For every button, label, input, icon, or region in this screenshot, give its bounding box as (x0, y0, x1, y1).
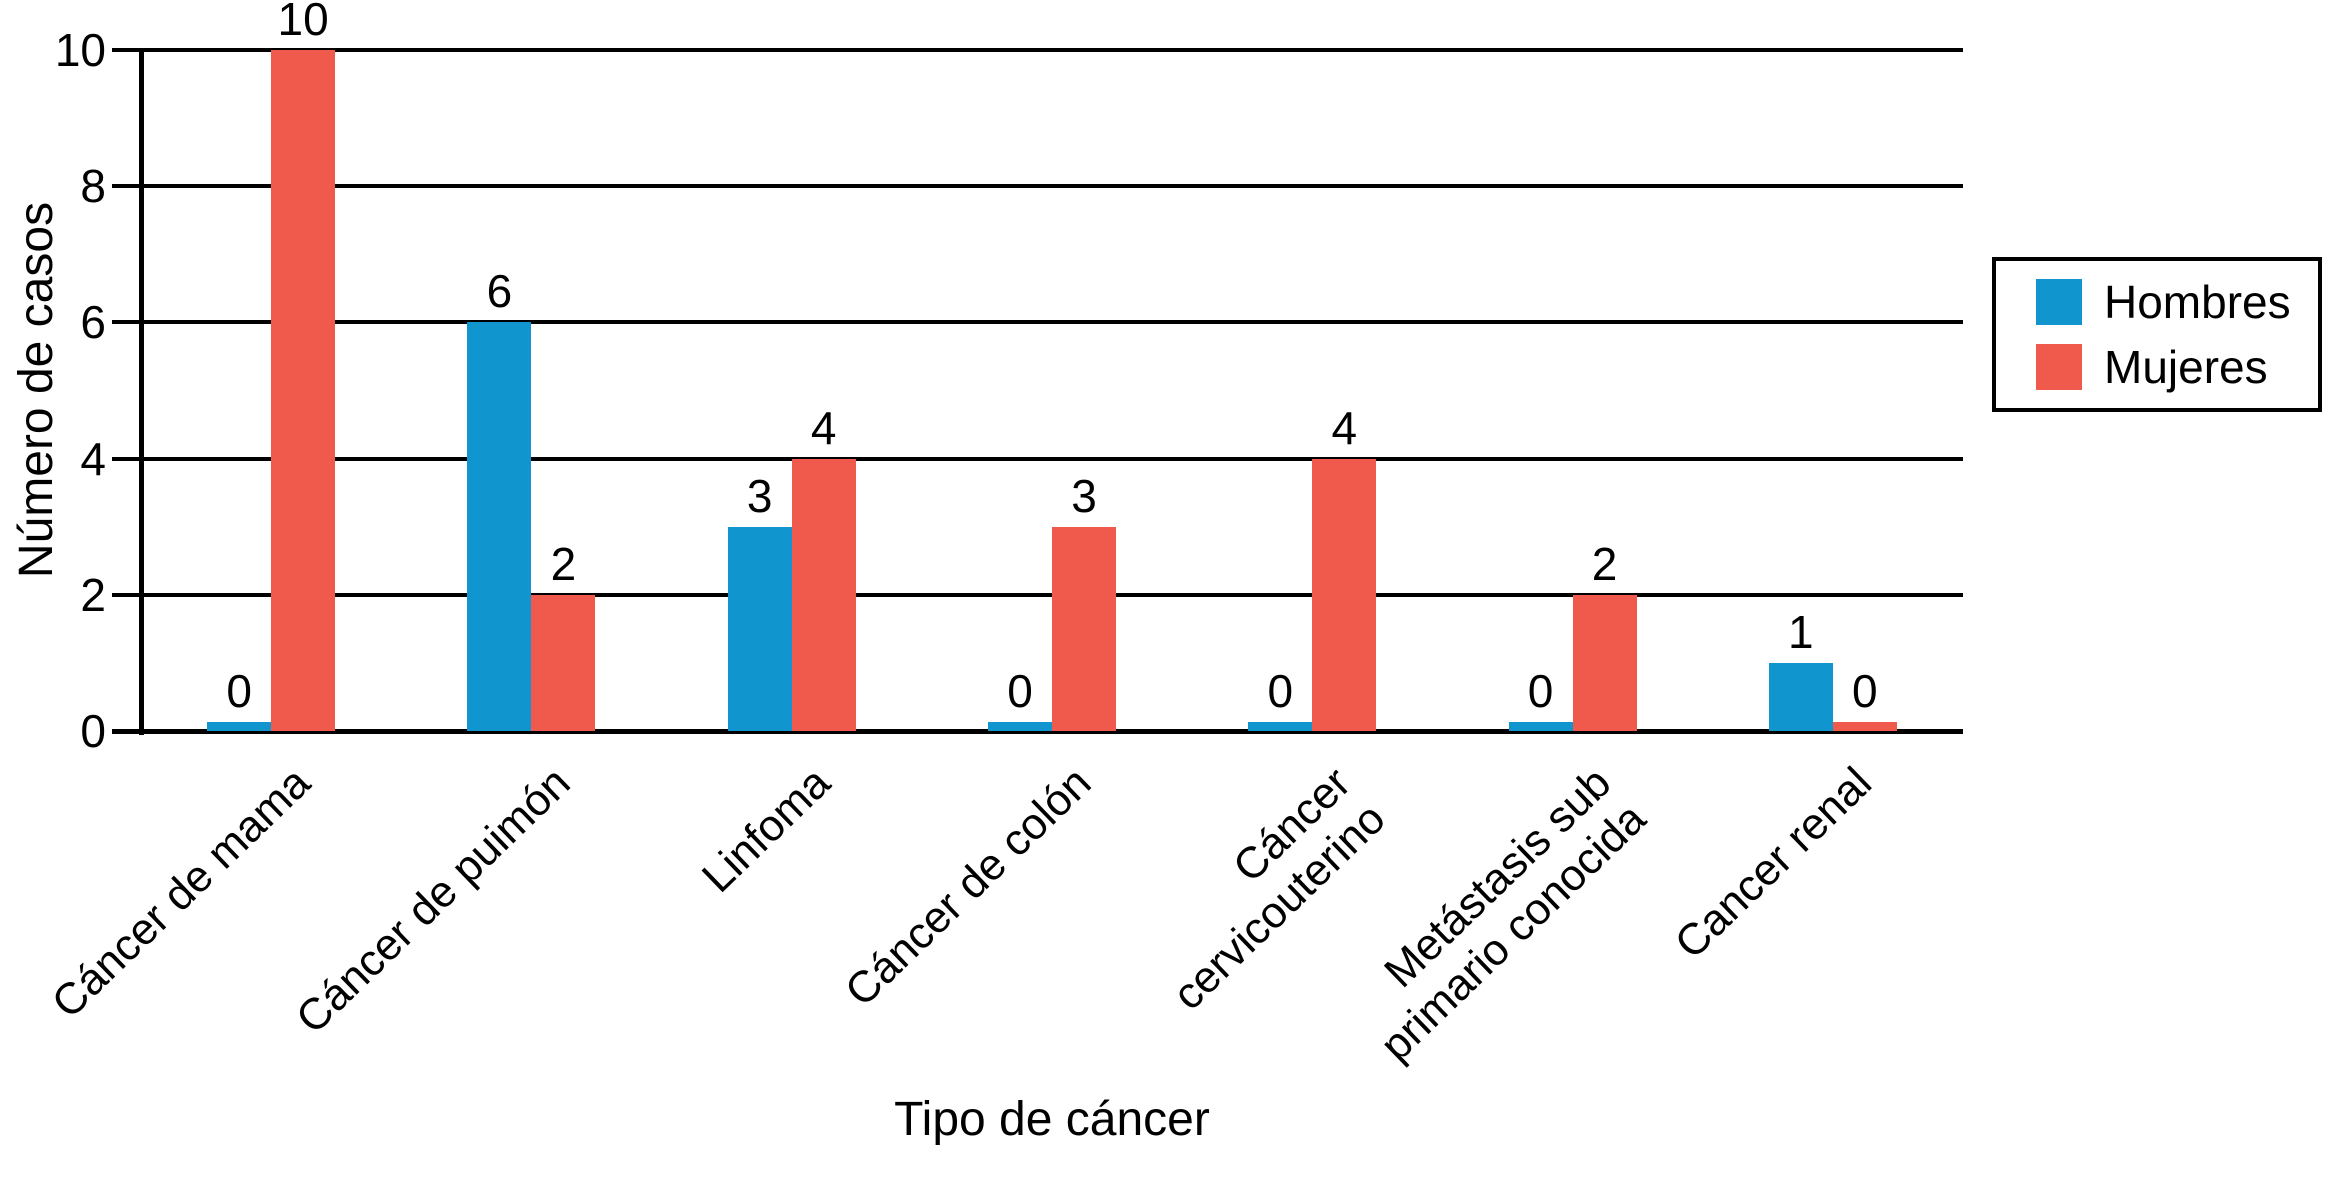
x-category-label: Cáncer de puimón (286, 758, 580, 1044)
bar-mujeres (531, 594, 596, 731)
y-axis-title: Número de casos (10, 201, 63, 579)
y-axis-line (139, 48, 144, 735)
gridline (112, 320, 1963, 325)
bar-mujeres (1572, 594, 1637, 731)
mujeres-swatch-icon (2036, 344, 2082, 391)
bar-value-label: 3 (1071, 469, 1097, 522)
bar-value-label: 0 (1852, 665, 1878, 717)
x-axis-title: Tipo de cáncer (894, 1093, 1210, 1146)
y-tick-label: 4 (80, 432, 106, 485)
legend-item-hombres: Hombres (2036, 277, 2318, 327)
bar-value-label: 2 (550, 537, 577, 590)
y-tick-label: 0 (80, 705, 106, 757)
x-category-label: Metástasis sub primario conocida (1371, 758, 1656, 1071)
bar-value-label: 10 (277, 0, 329, 45)
y-tick-label: 6 (80, 296, 106, 349)
gridline (112, 184, 1963, 189)
bar-hombres (1768, 662, 1833, 731)
y-tick-label: 2 (80, 568, 106, 621)
bar-hombres (1248, 722, 1313, 731)
legend-label-hombres: Hombres (2104, 275, 2291, 328)
bar-value-label: 2 (1591, 537, 1618, 590)
bar-value-label: 0 (1007, 665, 1033, 717)
bar-value-label: 0 (226, 665, 252, 717)
bar-value-label: 3 (746, 469, 773, 522)
x-category-label: Cáncer de mama (42, 758, 320, 1028)
bar-mujeres (791, 458, 856, 731)
bar-mujeres (1832, 722, 1897, 731)
bar-hombres (467, 322, 532, 731)
legend-label-mujeres: Mujeres (2104, 341, 2268, 394)
legend: Hombres Mujeres (1992, 257, 2322, 412)
bar-value-label: 6 (486, 265, 513, 318)
x-axis-line (112, 729, 1963, 734)
bar-value-label: 4 (1331, 401, 1358, 454)
bar-hombres (1508, 722, 1573, 731)
gridline (112, 456, 1963, 461)
bar-hombres (727, 526, 792, 731)
y-tick-label: 10 (54, 24, 106, 76)
gridline (112, 48, 1963, 52)
bar-hombres (988, 722, 1052, 731)
bar-value-label: 1 (1788, 605, 1814, 658)
gridline (112, 592, 1963, 597)
x-category-label: Linfoma (693, 758, 840, 902)
bar-mujeres (1052, 526, 1116, 731)
x-category-label: Cáncer de colón (835, 758, 1101, 1016)
bar-mujeres (271, 50, 336, 731)
bar-mujeres (1312, 458, 1377, 731)
legend-item-mujeres: Mujeres (2036, 342, 2318, 392)
bar-value-label: 4 (810, 401, 837, 454)
bar-value-label: 0 (1527, 665, 1554, 717)
bar-value-label: 0 (1267, 665, 1294, 717)
y-tick-label: 8 (80, 160, 106, 213)
hombres-swatch-icon (2036, 278, 2082, 325)
bar-hombres (207, 722, 272, 731)
x-category-label: Cancer renal (1665, 758, 1881, 969)
